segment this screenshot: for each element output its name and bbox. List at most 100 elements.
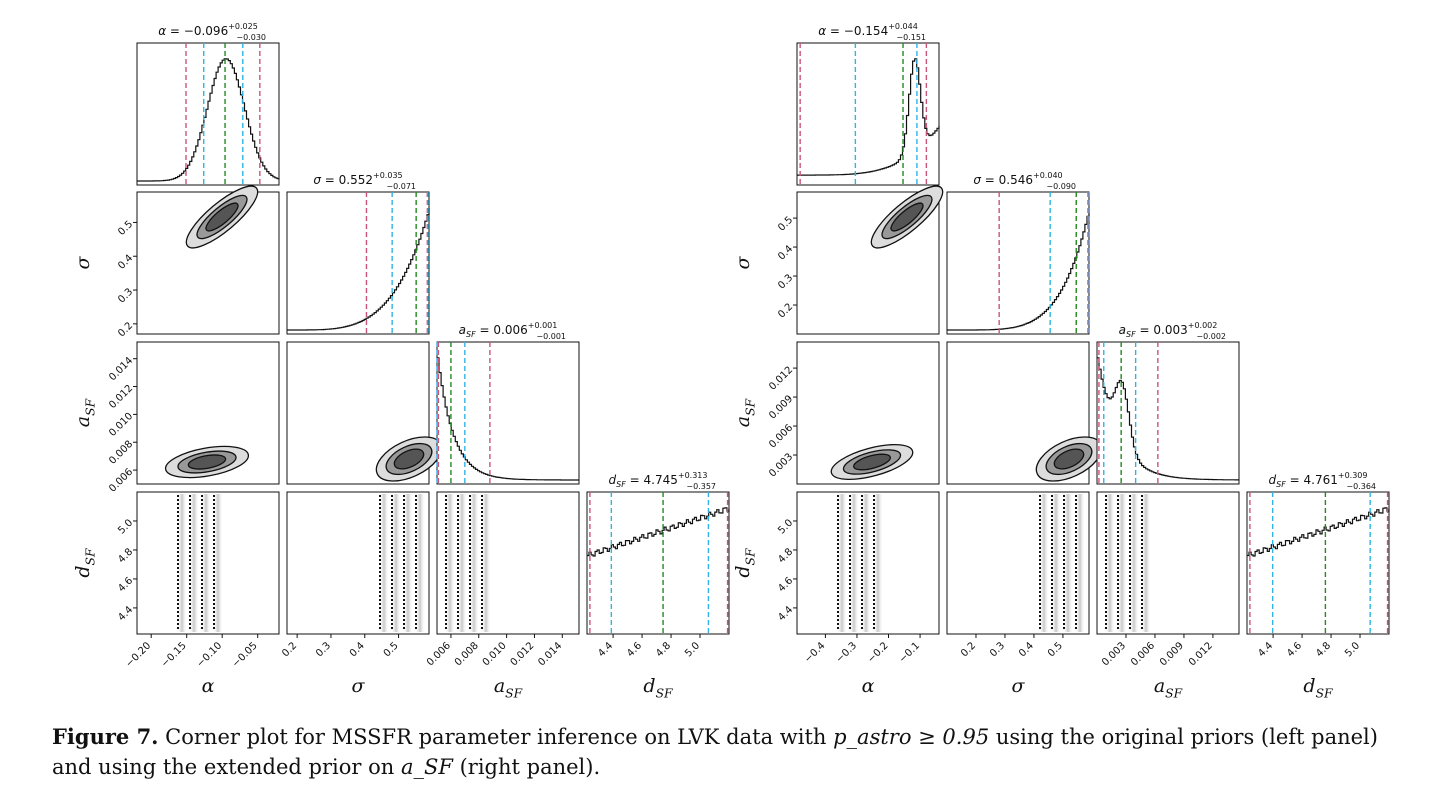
axes-frame <box>1096 341 1240 485</box>
x-tick-label: 0.003 <box>1100 640 1128 668</box>
density-contour <box>853 453 891 471</box>
y-tick-label: 0.3 <box>776 273 795 292</box>
y-axis-label: σ <box>72 255 94 269</box>
x-tick-label: 0.008 <box>453 640 481 668</box>
histogram-line <box>587 507 730 557</box>
x-axis-label: α <box>202 675 215 697</box>
subplot-title-minus: −0.002 <box>1196 332 1226 341</box>
density-band <box>861 494 871 632</box>
histogram-line <box>137 58 280 182</box>
x-tick-label: 0.4 <box>348 640 367 659</box>
density-band <box>445 494 455 632</box>
density-band <box>1063 494 1073 632</box>
subplot-title: aSF = 0.003+0.002 <box>1119 321 1218 339</box>
y-tick-label: 0.5 <box>116 219 135 238</box>
histogram-line <box>947 207 1090 331</box>
y-axis-label: dSF <box>72 548 98 578</box>
density-contour <box>890 202 924 232</box>
y-tick-label: 5.0 <box>776 517 795 536</box>
density-contour <box>1053 448 1085 470</box>
density-band <box>849 494 859 632</box>
x-tick-label: 0.006 <box>425 640 453 668</box>
density-band <box>177 494 187 632</box>
x-tick-label: 0.4 <box>1017 640 1036 659</box>
subplot-title-minus: −0.030 <box>236 33 266 42</box>
x-axis-label: dSF <box>643 675 673 701</box>
x-axis-label: σ <box>352 675 366 697</box>
y-tick-label: 0.3 <box>116 287 135 306</box>
y-tick-label: 4.4 <box>116 604 135 623</box>
x-tick-label: −0.20 <box>124 640 153 669</box>
caption-text-1: Corner plot for MSSFR parameter inferenc… <box>158 725 834 749</box>
subplot-right-r1-c0: 0.2 0.3 0.4 0.5 <box>776 185 944 335</box>
y-tick-label: 0.2 <box>776 301 795 320</box>
subplot-left-r1-c1: σ = 0.552+0.035−0.071 <box>286 171 430 335</box>
density-band <box>469 494 479 632</box>
density-band <box>481 494 491 632</box>
density-contour <box>393 448 425 470</box>
axes-frame <box>1246 491 1390 635</box>
density-band <box>1117 494 1127 632</box>
caption-text-2: using the original priors (left panel) a… <box>52 725 1378 779</box>
x-tick-label: 0.3 <box>988 640 1007 659</box>
density-band <box>1039 494 1049 632</box>
density-band <box>415 494 425 632</box>
axes-frame <box>136 42 280 186</box>
subplot-left-r3-c3: dSF = 4.745+0.313−0.357 4.4 4.6 4.8 5.0 <box>586 471 730 659</box>
subplot-title: dSF = 4.761+0.309 <box>1269 471 1368 489</box>
x-tick-label: 4.4 <box>596 640 615 659</box>
subplot-right-r0-c0: α = −0.154+0.044−0.151 <box>796 22 940 186</box>
density-band <box>213 494 223 632</box>
axes-frame <box>436 341 580 485</box>
y-tick-label: 0.006 <box>767 423 795 451</box>
subplot-left-r2-c2: aSF = 0.006+0.001−0.001 <box>436 321 580 485</box>
y-tick-label: 4.6 <box>776 575 795 594</box>
figure-caption: Figure 7. Corner plot for MSSFR paramete… <box>52 722 1422 782</box>
density-band <box>837 494 847 632</box>
histogram-line <box>1097 357 1239 481</box>
x-tick-label: 0.012 <box>1187 640 1215 668</box>
corner-plot-figure: α = −0.096+0.025−0.030 0.2 0.3 0.4 0.5 σ = 0.… <box>72 22 1390 701</box>
y-axis-label: dSF <box>732 548 758 578</box>
y-tick-label: 4.8 <box>776 546 795 565</box>
x-tick-label: 4.8 <box>654 640 673 659</box>
y-tick-label: 0.009 <box>767 394 795 422</box>
x-tick-label: 0.014 <box>536 640 564 668</box>
subplot-left-r1-c0: 0.2 0.3 0.4 0.5 <box>116 185 280 339</box>
x-axis-label: dSF <box>1303 675 1333 701</box>
density-band <box>201 494 211 632</box>
corner-panel-left: α = −0.096+0.025−0.030 0.2 0.3 0.4 0.5 σ = 0.… <box>72 22 730 701</box>
axes-frame <box>946 191 1090 335</box>
y-axis-label: σ <box>732 255 754 269</box>
histogram-line <box>437 357 579 481</box>
x-axis-label: aSF <box>1154 675 1183 701</box>
x-tick-label: 0.009 <box>1158 640 1186 668</box>
subplot-right-r3-c3: dSF = 4.761+0.309−0.364 4.4 4.6 4.8 5.0 <box>1246 471 1390 659</box>
subplot-right-r1-c1: σ = 0.546+0.040−0.090 <box>946 171 1090 335</box>
x-tick-label: 5.0 <box>683 640 702 659</box>
caption-text-3: (right panel). <box>452 755 601 779</box>
density-band <box>1105 494 1115 632</box>
x-tick-label: −0.2 <box>866 640 891 665</box>
x-tick-label: 0.006 <box>1129 640 1157 668</box>
subplot-title: σ = 0.552+0.035 <box>313 171 402 187</box>
subplot-title-minus: −0.071 <box>386 182 416 191</box>
x-tick-label: −0.05 <box>230 640 259 669</box>
histogram-line <box>287 207 430 331</box>
y-tick-label: 0.012 <box>107 383 135 411</box>
x-axis-label: aSF <box>494 675 523 701</box>
axes-frame <box>286 191 430 335</box>
x-tick-label: −0.15 <box>159 640 188 669</box>
x-tick-label: 0.2 <box>280 640 299 659</box>
y-tick-label: 0.4 <box>116 253 135 272</box>
density-band <box>1129 494 1139 632</box>
subplot-left-r2-c1 <box>286 341 443 485</box>
x-tick-label: 4.4 <box>1256 640 1275 659</box>
x-tick-label: −0.4 <box>803 640 828 665</box>
subplot-left-r3-c2: 0.006 0.008 0.010 0.012 0.014 <box>425 491 580 668</box>
subplot-title-minus: −0.151 <box>896 33 926 42</box>
subplot-left-r3-c1: 0.2 0.3 0.4 0.5 <box>280 491 430 659</box>
density-band <box>457 494 467 632</box>
subplot-right-r3-c0: −0.4 −0.3 −0.2 −0.1 4.4 4.6 4.8 5.0 <box>776 491 940 665</box>
